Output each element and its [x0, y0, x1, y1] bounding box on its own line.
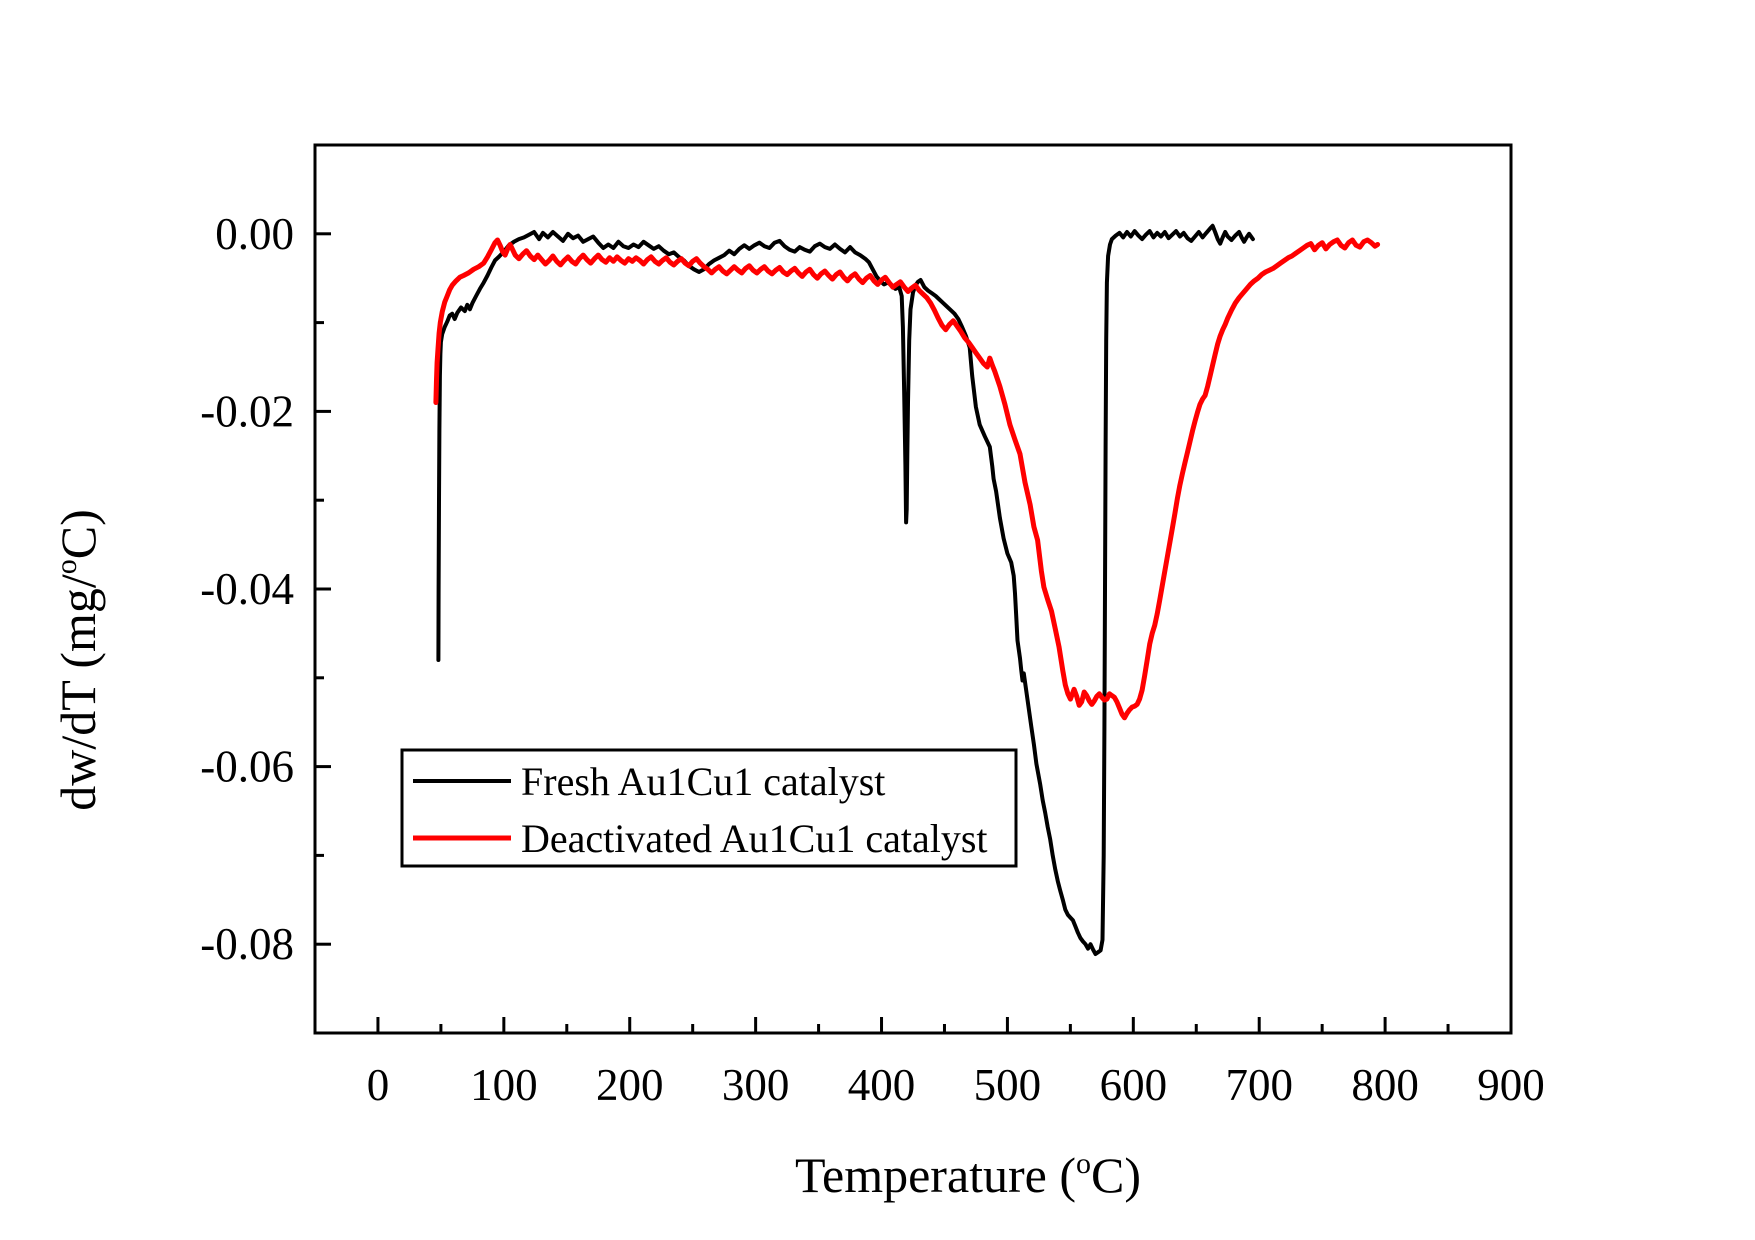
- x-axis-tick-label: 600: [1100, 1060, 1168, 1110]
- y-axis-tick-label: -0.08: [200, 919, 294, 969]
- plot-frame: [313, 143, 1513, 1035]
- x-axis-tick-label: 800: [1351, 1060, 1419, 1110]
- x-axis-tick-label: 300: [722, 1060, 790, 1110]
- legend-box: [400, 748, 1018, 868]
- x-axis-tick-label: 700: [1225, 1060, 1293, 1110]
- y-axis-tick-label: -0.02: [200, 386, 294, 436]
- x-axis-title: Temperature (oC): [795, 1147, 1141, 1203]
- y-axis-tick-label: -0.04: [200, 564, 294, 614]
- x-axis-tick-label: 0: [367, 1060, 390, 1110]
- x-axis-tick-label: 900: [1477, 1060, 1545, 1110]
- legend: Fresh Au1Cu1 catalyst Deactivated Au1Cu1 …: [400, 748, 1018, 868]
- series-line-deactivated: [433, 237, 1381, 721]
- x-axis-tick-label: 500: [974, 1060, 1042, 1110]
- y-axis-tick-label: -0.06: [200, 742, 294, 792]
- x-axis-tick-label: 200: [596, 1060, 664, 1110]
- y-axis-tick-label: 0.00: [215, 209, 294, 259]
- series-line-fresh: [436, 223, 1255, 956]
- legend-item-label: Fresh Au1Cu1 catalyst: [521, 759, 885, 804]
- x-axis-tick-label: 100: [470, 1060, 538, 1110]
- x-axis: 0 100 200 300 400 500 600 700 800 900: [367, 1017, 1545, 1110]
- x-axis-tick-label: 400: [848, 1060, 916, 1110]
- legend-item-label: Deactivated Au1Cu1 catalyst: [521, 816, 988, 861]
- y-axis-title: dw/dT (mg/oC): [50, 509, 106, 811]
- y-axis: 0.00 -0.02 -0.04 -0.06 -0.08: [200, 209, 331, 969]
